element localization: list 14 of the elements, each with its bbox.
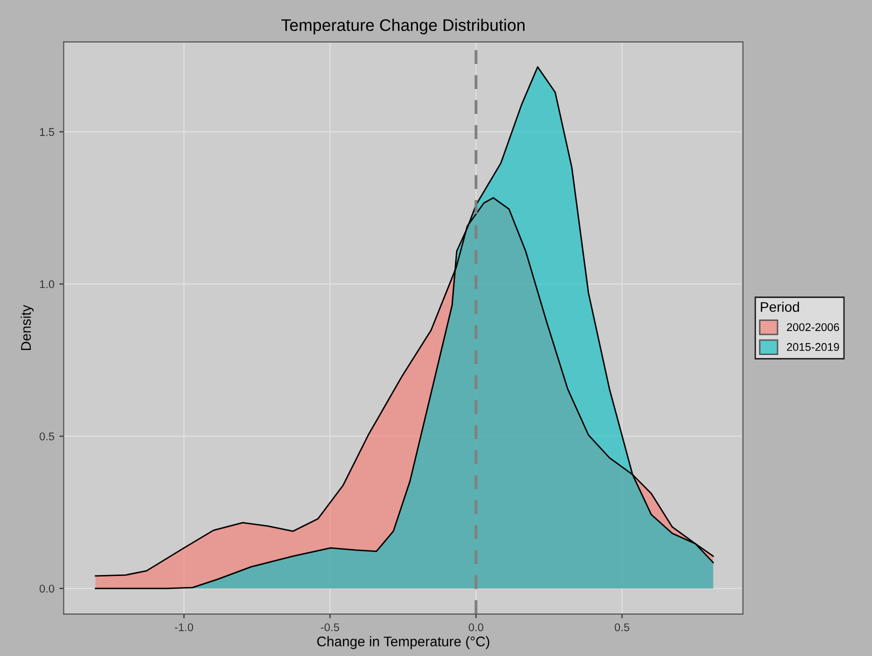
x-tick-label: -0.5 [320,623,340,632]
legend-label: 2015-2019 [786,343,840,351]
y-axis-title: Density [20,304,34,350]
x-tick-label: 0.0 [468,623,484,632]
x-tick-label: -1.0 [174,623,194,632]
x-tick-label: 0.5 [614,623,630,632]
y-tick-label: 0.0 [40,584,54,593]
x-axis-title: Change in Temperature (°C) [317,636,490,650]
legend-label: 2002-2006 [786,323,840,332]
y-tick-label: 0.5 [40,432,54,440]
legend-title: Period [760,302,799,312]
y-tick-label: 1.0 [40,280,54,288]
chart-title: Temperature Change Distribution [281,18,525,34]
y-tick-label: 1.5 [40,128,54,136]
